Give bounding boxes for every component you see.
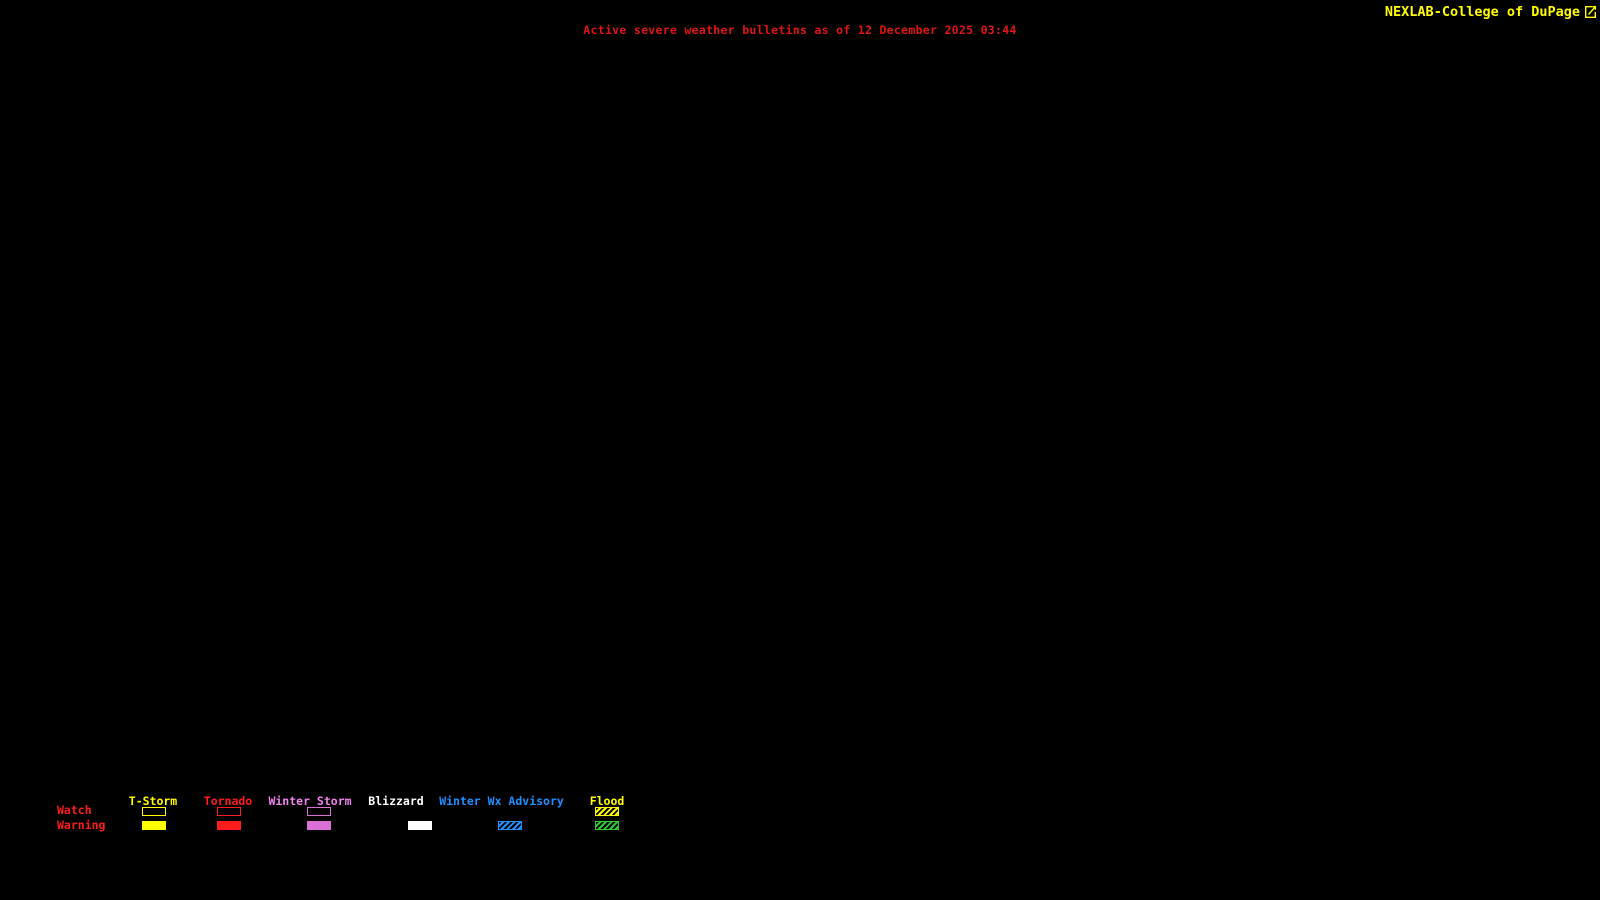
legend-box-tornado-watch [217,807,241,816]
legend-col-header-winter-wx-advisory: Winter Wx Advisory [439,794,564,808]
legend-col-header-tstorm: T-Storm [128,794,178,808]
legend-row-label-warning: Warning [57,818,106,832]
legend-box-flood-warning [595,821,619,830]
legend-row-label-watch: Watch [57,803,92,817]
branding-text: NEXLAB-College of DuPage [1384,4,1580,20]
legend-col-header-winter-storm: Winter Storm [268,794,352,808]
legend-box-flood-watch [595,807,619,816]
legend-col-header-flood: Flood [589,794,625,808]
legend-box-tstorm-warning [142,821,166,830]
legend-box-tstorm-watch [142,807,166,816]
legend-box-blizzard-warning [408,821,432,830]
legend-box-winter-wx-advisory-warning [498,821,522,830]
branding: NEXLAB-College of DuPage [1385,4,1597,20]
box-arrow-icon [1585,6,1596,18]
legend-box-winter-storm-watch [307,807,331,816]
legend-box-winter-storm-warning [307,821,331,830]
legend-col-header-blizzard: Blizzard [368,794,424,808]
legend-col-header-tornado: Tornado [203,794,253,808]
bulletin-title: Active severe weather bulletins as of 12… [583,23,1017,37]
legend-box-tornado-warning [217,821,241,830]
